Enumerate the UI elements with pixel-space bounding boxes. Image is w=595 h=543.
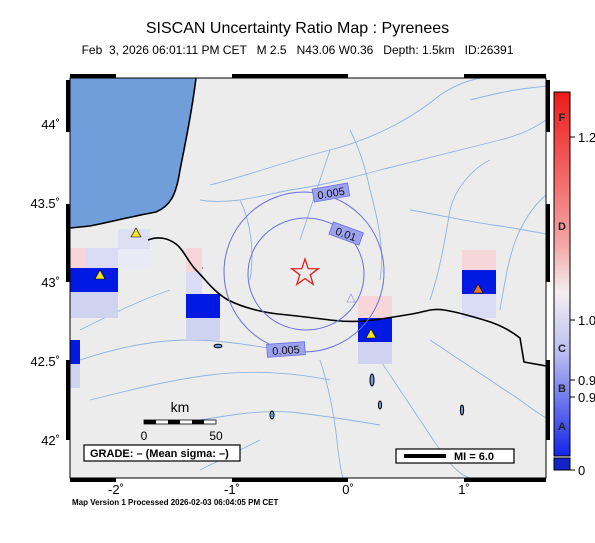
map-panel: 0.005 0.01 0.005 km 0 50 GRAD	[70, 78, 546, 478]
colorbar-letter-d: D	[558, 221, 566, 233]
station-triangle-4	[472, 283, 484, 294]
scale-unit: km	[171, 399, 190, 415]
lon-tick-minus-1: -1˚	[224, 482, 240, 497]
colorbar-letter-a: A	[558, 421, 566, 433]
epicenter-star	[289, 256, 321, 287]
contour-inner	[247, 217, 365, 331]
lon-tick-1: 1˚	[458, 482, 470, 497]
colorbar-value-1-2: 1.2	[578, 130, 595, 145]
lat-tick-43-5: 43.5˚	[30, 196, 60, 211]
colorbar-zero-swatch	[553, 457, 571, 471]
scale-bar: km 0 50	[141, 399, 223, 443]
coastline	[70, 78, 197, 229]
country-border	[147, 237, 546, 367]
contour-label-outer-top: 0.005	[317, 186, 346, 203]
contour-label-outer-bottom: 0.005	[272, 344, 300, 358]
colorbar-value-0-9-a: 0.9	[578, 373, 595, 388]
map-version-footer: Map Version 1 Processed 2026-02-03 06:04…	[72, 498, 279, 507]
grade-box: GRADE: – (Mean sigma: –)	[83, 444, 241, 462]
lat-tick-43: 43˚	[41, 275, 60, 290]
mi-box: MI = 6.0	[395, 448, 515, 464]
mi-text: MI = 6.0	[454, 451, 494, 463]
lon-tick-minus-2: -2˚	[108, 482, 124, 497]
grade-text: GRADE: – (Mean sigma: –)	[90, 448, 229, 460]
map-title: SISCAN Uncertainty Ratio Map : Pyrenees	[145, 20, 450, 37]
scale-tick-0: 0	[141, 429, 148, 443]
colorbar: F D C B A 1.2 1.0 0.9 0.9 0	[553, 91, 595, 478]
station-triangle-2	[94, 269, 106, 280]
colorbar-value-0: 0	[578, 463, 585, 478]
colorbar-letter-f: F	[559, 112, 566, 124]
colorbar-letter-b: B	[558, 383, 566, 395]
lon-tick-0: 0˚	[342, 482, 354, 497]
map-frame	[66, 74, 550, 482]
station-triangle-1	[130, 227, 142, 238]
stations	[94, 227, 484, 339]
uncertainty-cells	[70, 229, 496, 388]
colorbar-value-1-0: 1.0	[578, 313, 595, 328]
colorbar-gradient	[553, 91, 571, 457]
longitude-axis: -2˚ -1˚ 0˚ 1˚	[108, 482, 470, 497]
latitude-axis: 44˚ 43.5˚ 43˚ 42.5˚ 42˚	[30, 117, 60, 448]
sea-area	[70, 78, 196, 228]
contour-labels: 0.005 0.01 0.005	[266, 182, 364, 358]
scale-tick-50: 50	[209, 429, 223, 443]
lat-tick-42: 42˚	[41, 433, 60, 448]
colorbar-value-0-9-b: 0.9	[578, 390, 595, 405]
lat-tick-44: 44˚	[41, 117, 60, 132]
lat-tick-42-5: 42.5˚	[30, 354, 60, 369]
station-triangle-faint	[346, 293, 356, 303]
event-subtitle: Feb 3, 2026 06:01:11 PM CET M 2.5 N43.06…	[81, 43, 514, 57]
station-triangle-3	[365, 328, 377, 339]
colorbar-letter-c: C	[558, 343, 566, 355]
